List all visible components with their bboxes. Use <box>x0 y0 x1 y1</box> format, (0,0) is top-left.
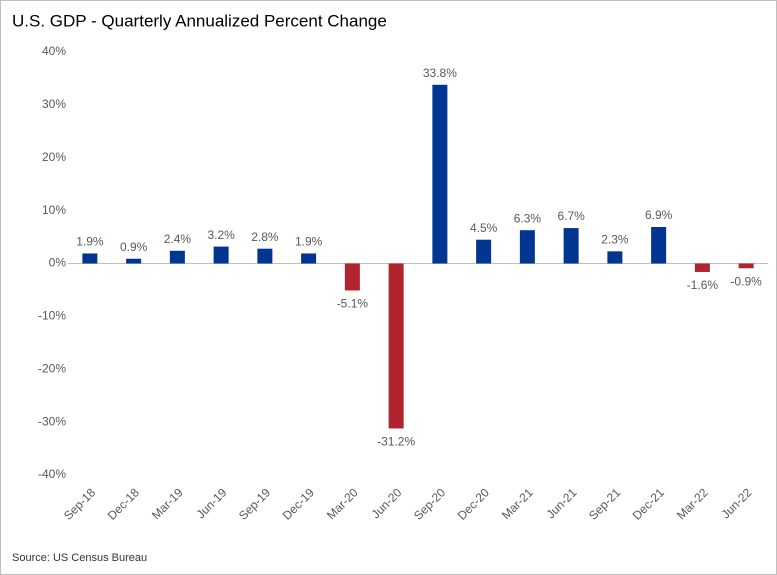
y-tick-label: 40% <box>42 44 66 58</box>
data-label: 3.2% <box>207 228 235 242</box>
bar <box>738 263 754 269</box>
data-label: 6.3% <box>514 211 542 225</box>
bar <box>519 230 535 264</box>
bar <box>388 263 404 429</box>
bar <box>651 227 667 264</box>
y-tick-label: 20% <box>42 150 66 164</box>
y-tick-label: -20% <box>38 361 66 375</box>
data-label: 4.5% <box>470 221 498 235</box>
y-tick-label: -30% <box>38 414 66 428</box>
data-label: -1.6% <box>687 278 719 292</box>
bar <box>694 263 710 272</box>
data-label: -5.1% <box>337 297 369 311</box>
data-label: -0.9% <box>730 274 762 288</box>
bar <box>432 84 448 264</box>
y-tick-label: -40% <box>38 467 66 481</box>
data-label: 2.4% <box>164 232 192 246</box>
data-label: 0.9% <box>120 240 148 254</box>
data-label: 6.7% <box>557 209 585 223</box>
y-tick-label: 0% <box>49 256 67 270</box>
bar <box>476 239 492 264</box>
bar <box>257 248 273 264</box>
bar <box>82 253 98 264</box>
bar <box>126 258 142 264</box>
data-label: 33.8% <box>423 66 457 80</box>
bar <box>607 251 623 264</box>
bar <box>344 263 360 291</box>
data-label: -31.2% <box>377 435 415 449</box>
bar <box>301 253 317 264</box>
data-label: 1.9% <box>295 235 323 249</box>
data-label: 2.3% <box>601 233 629 247</box>
source: Source: US Census Bureau <box>12 552 147 564</box>
y-tick-label: -10% <box>38 309 66 323</box>
bar <box>563 228 579 264</box>
bar <box>213 246 229 264</box>
data-label: 1.9% <box>76 235 104 249</box>
y-tick-label: 10% <box>42 203 66 217</box>
data-label: 2.8% <box>251 230 279 244</box>
y-tick-label: 30% <box>42 97 66 111</box>
data-label: 6.9% <box>645 208 673 222</box>
bar <box>169 250 185 264</box>
chart-title: U.S. GDP - Quarterly Annualized Percent … <box>12 11 387 30</box>
